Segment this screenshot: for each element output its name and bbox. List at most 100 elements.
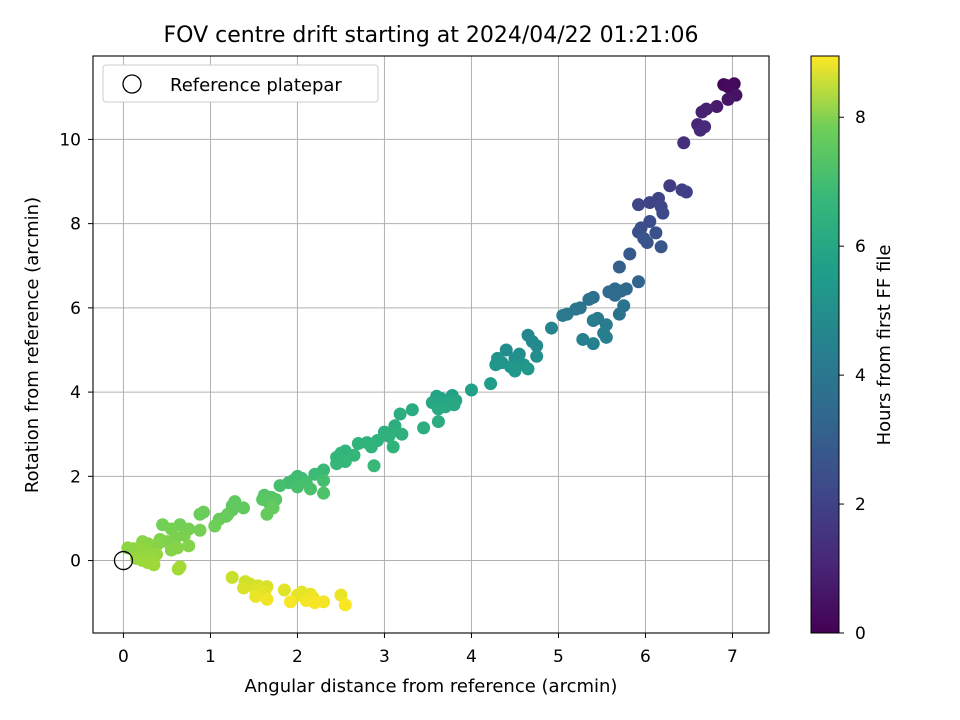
data-point xyxy=(386,440,400,454)
y-tick-label: 2 xyxy=(70,467,81,487)
data-point xyxy=(393,407,407,421)
data-point xyxy=(193,507,207,521)
data-point xyxy=(721,92,735,106)
x-tick-label: 4 xyxy=(466,647,477,667)
data-point xyxy=(484,377,498,391)
colorbar: 0 2 4 6 8 Hours from first FF file xyxy=(810,55,895,644)
data-points xyxy=(121,77,743,612)
colorbar-tick-label: 0 xyxy=(855,624,866,644)
colorbar-tick-label: 4 xyxy=(855,366,866,386)
data-point xyxy=(612,307,626,321)
x-tick-label: 0 xyxy=(118,647,129,667)
data-point xyxy=(317,474,331,488)
data-point xyxy=(273,479,287,493)
x-tick-label: 1 xyxy=(205,647,216,667)
data-point xyxy=(249,589,263,603)
data-point xyxy=(710,100,724,114)
y-tick-label: 0 xyxy=(70,552,81,572)
data-point xyxy=(260,507,274,521)
grid-lines xyxy=(93,56,769,633)
y-axis-ticks: 0 2 4 6 8 10 xyxy=(59,130,93,572)
data-point xyxy=(530,349,544,363)
data-point xyxy=(721,80,735,94)
data-point xyxy=(649,226,663,240)
data-point xyxy=(614,284,628,298)
data-point xyxy=(395,427,409,441)
data-point xyxy=(225,570,239,584)
data-point xyxy=(544,321,558,335)
data-point xyxy=(364,440,378,454)
y-tick-label: 8 xyxy=(70,215,81,235)
data-point xyxy=(164,543,178,557)
x-tick-label: 7 xyxy=(727,647,738,667)
x-axis-ticks: 0 1 2 3 4 5 6 7 xyxy=(118,633,738,667)
data-point xyxy=(530,339,544,353)
data-point xyxy=(663,179,677,193)
colorbar-tick-label: 2 xyxy=(855,495,866,515)
data-point xyxy=(147,558,161,572)
data-point xyxy=(576,332,590,346)
x-tick-label: 3 xyxy=(379,647,390,667)
data-point xyxy=(612,260,626,274)
data-point xyxy=(656,206,670,220)
plot-frame xyxy=(92,55,770,634)
data-point xyxy=(582,292,596,306)
data-point xyxy=(334,588,348,602)
reference-platepar-marker xyxy=(113,550,134,571)
data-point xyxy=(586,337,600,351)
data-point xyxy=(277,583,291,597)
y-tick-label: 4 xyxy=(70,383,81,403)
data-point xyxy=(631,198,645,212)
y-tick-label: 10 xyxy=(59,130,81,150)
data-point xyxy=(208,519,222,533)
data-point xyxy=(599,330,613,344)
data-point xyxy=(556,308,570,322)
data-point xyxy=(171,562,185,576)
legend-box xyxy=(102,64,379,103)
x-tick-label: 2 xyxy=(292,647,303,667)
data-point xyxy=(308,596,322,610)
data-point xyxy=(405,403,419,417)
data-point xyxy=(260,592,274,606)
y-tick-label: 6 xyxy=(70,299,81,319)
data-point xyxy=(631,275,645,289)
data-point xyxy=(679,185,693,199)
x-tick-label: 6 xyxy=(640,647,651,667)
colorbar-label: Hours from first FF file xyxy=(874,245,895,446)
data-point xyxy=(237,501,251,515)
data-point xyxy=(382,429,396,443)
data-point xyxy=(695,105,709,119)
data-point xyxy=(417,421,431,435)
data-point xyxy=(431,402,445,416)
legend-marker-icon xyxy=(122,74,142,94)
data-point xyxy=(290,480,304,494)
data-point xyxy=(489,358,503,372)
x-tick-label: 5 xyxy=(553,647,564,667)
y-axis-label: Rotation from reference (arcmin) xyxy=(22,197,43,493)
data-point xyxy=(351,436,365,450)
data-point xyxy=(698,120,712,134)
data-point xyxy=(304,482,318,496)
data-point xyxy=(499,343,513,357)
data-point xyxy=(338,598,352,612)
colorbar-ticks: 0 2 4 6 8 xyxy=(839,108,866,644)
data-point xyxy=(367,459,381,473)
colorbar-tick-label: 6 xyxy=(855,237,866,257)
data-point xyxy=(182,539,196,553)
x-axis-label: Angular distance from reference (arcmin) xyxy=(245,676,618,697)
data-point xyxy=(464,383,478,397)
data-point xyxy=(586,313,600,327)
colorbar-gradient xyxy=(810,55,840,634)
data-point xyxy=(330,457,344,471)
data-point xyxy=(431,415,445,429)
chart-title: FOV centre drift starting at 2024/04/22 … xyxy=(164,23,699,48)
data-point xyxy=(508,364,522,378)
data-point xyxy=(640,236,654,250)
colorbar-tick-label: 8 xyxy=(855,108,866,128)
data-point xyxy=(623,247,637,261)
data-point xyxy=(317,486,331,500)
data-point xyxy=(283,595,297,609)
data-point xyxy=(237,581,251,595)
data-point xyxy=(677,136,691,150)
